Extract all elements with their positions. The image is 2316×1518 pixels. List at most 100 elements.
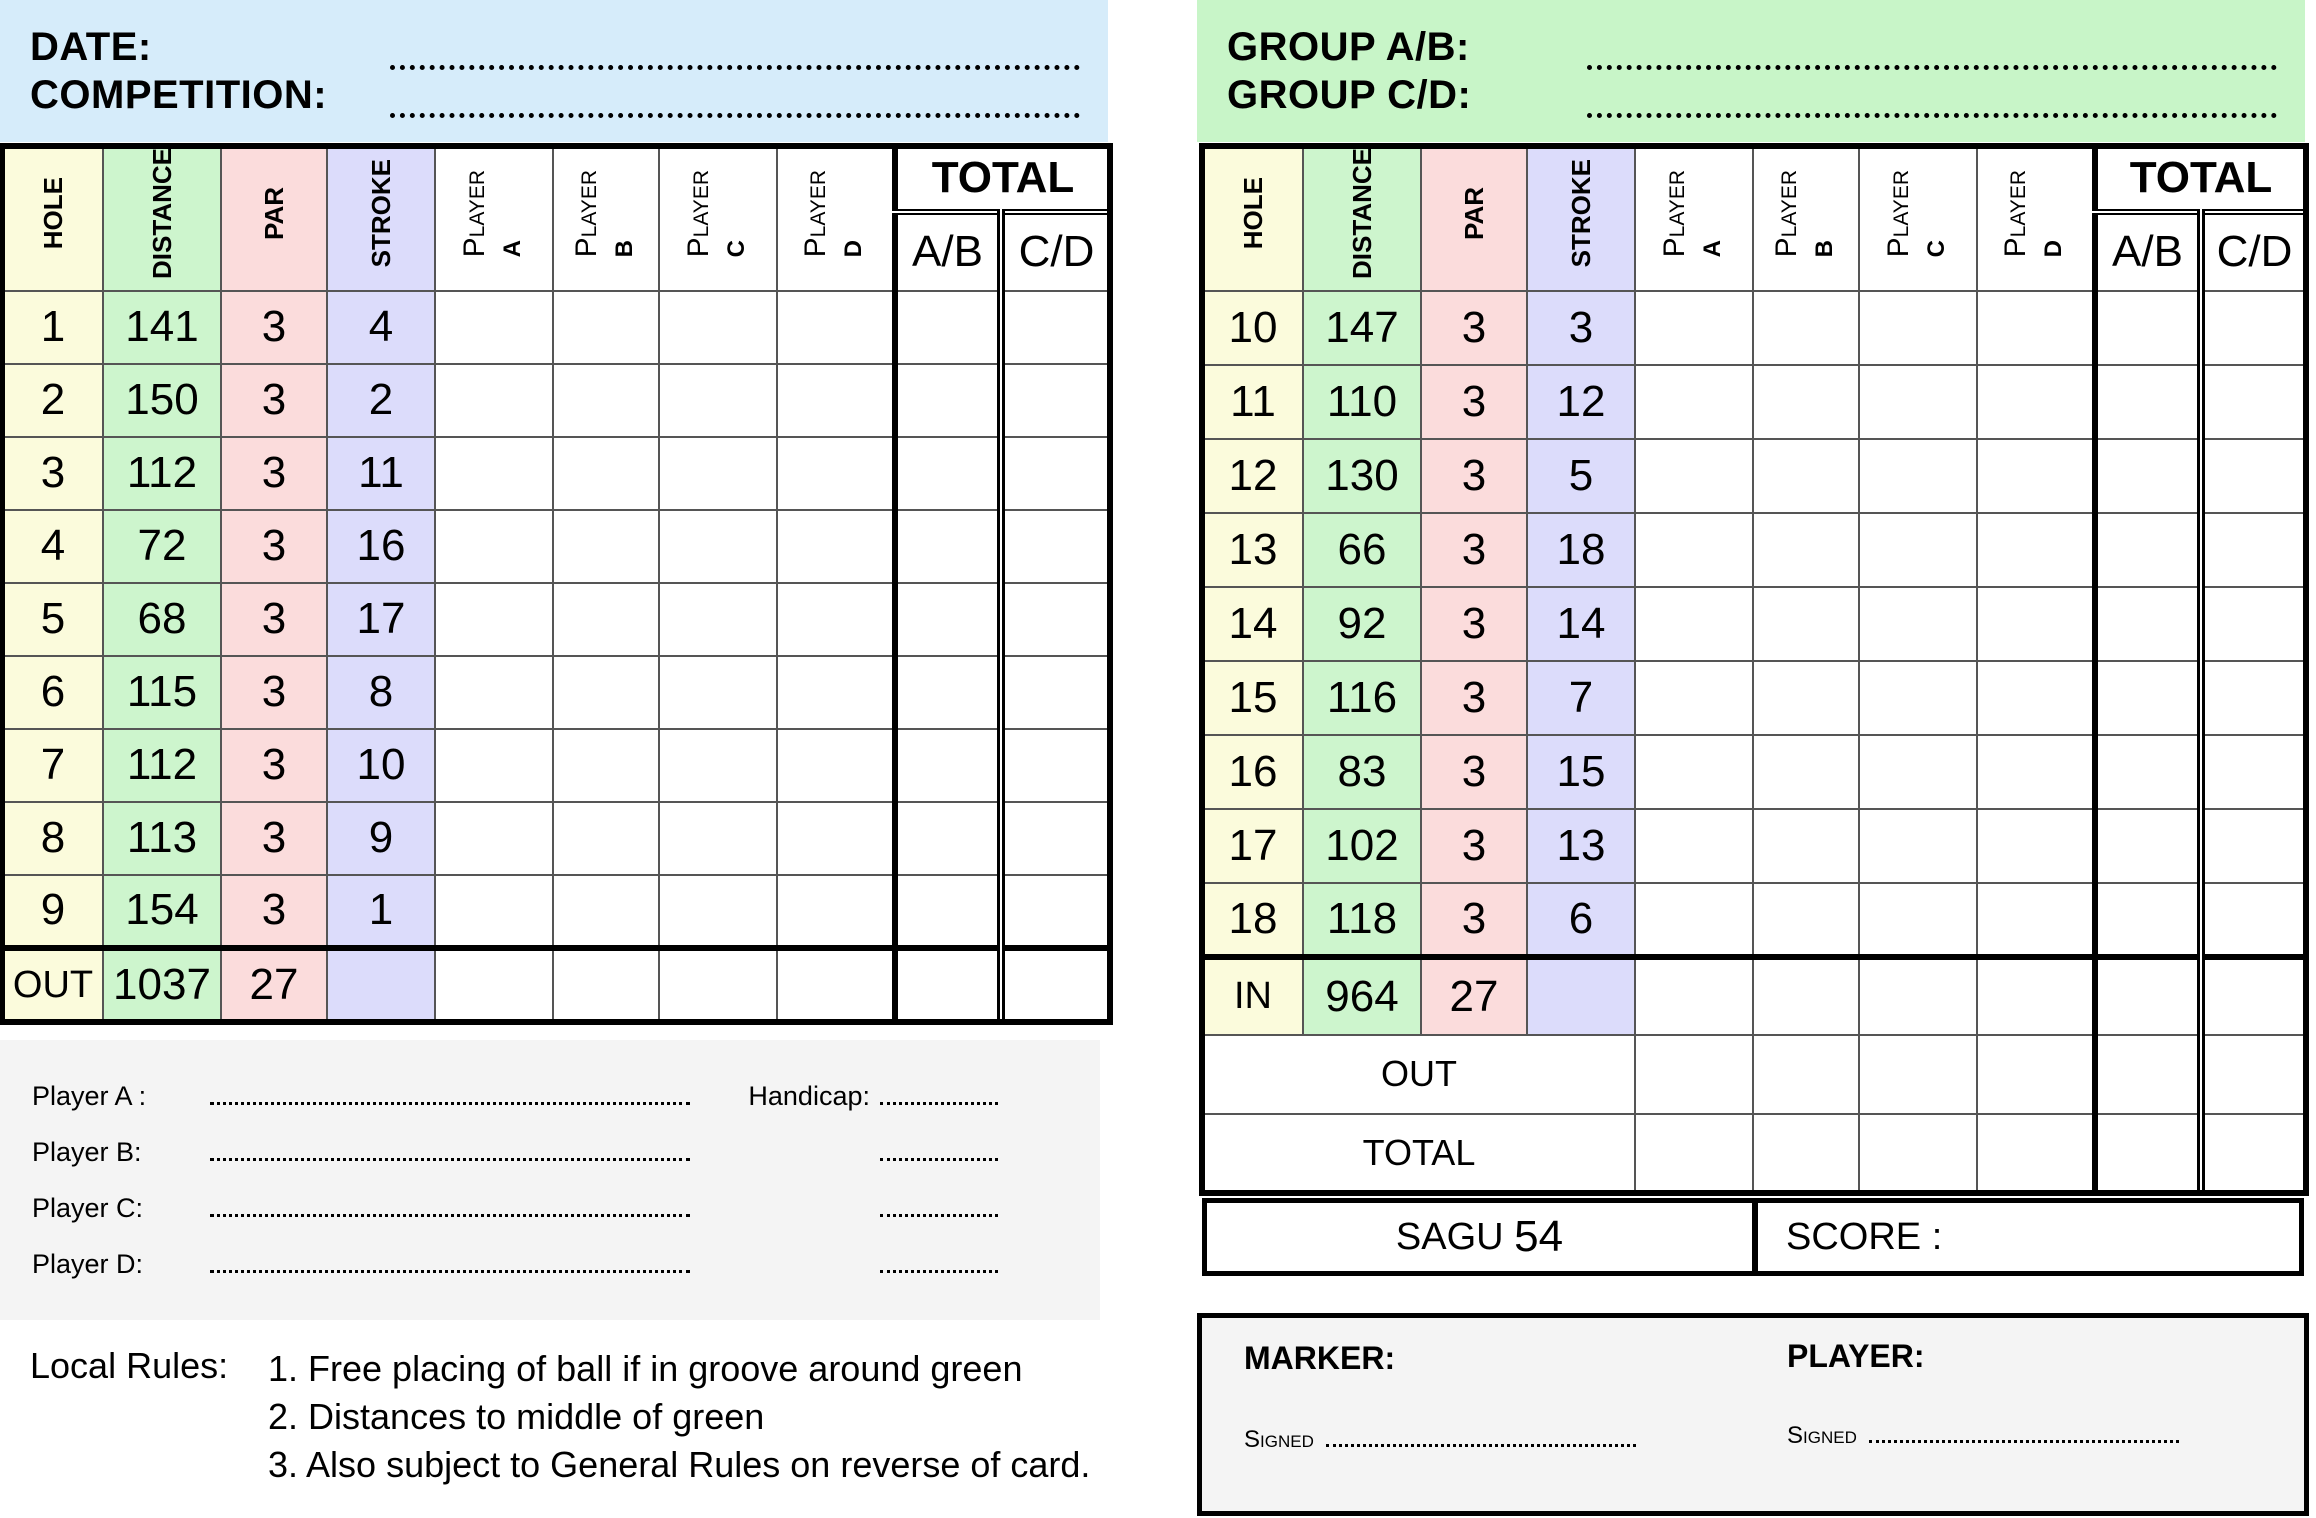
score-cell-player-b[interactable]: [1752, 881, 1860, 958]
score-cell-player-a[interactable]: [434, 800, 554, 876]
score-cell-player-a[interactable]: [434, 435, 554, 511]
score-cell-player-c[interactable]: [1858, 363, 1978, 440]
score-cell-player-c[interactable]: [658, 800, 778, 876]
score-cell-player-d[interactable]: [776, 944, 896, 1022]
player-name-field[interactable]: [210, 1248, 690, 1273]
score-cell-player-a[interactable]: [434, 654, 554, 730]
total-cd-cell[interactable]: [996, 289, 1111, 365]
score-cell-player-b[interactable]: [1752, 953, 1860, 1036]
total-ab-cell[interactable]: [892, 435, 1002, 511]
total-cd-cell[interactable]: [996, 727, 1111, 803]
score-cell-player-d[interactable]: [1976, 807, 2096, 884]
score-cell-player-a[interactable]: [1634, 511, 1754, 588]
total-ab-cell[interactable]: [892, 944, 1002, 1022]
score-cell-player-a[interactable]: [434, 873, 554, 949]
score-cell-player-d[interactable]: [1976, 733, 2096, 810]
total-cd-cell[interactable]: [2196, 585, 2307, 662]
score-cell-player-a[interactable]: [1634, 881, 1754, 958]
total-cd-cell[interactable]: [2196, 1033, 2307, 1115]
handicap-field[interactable]: [880, 1136, 998, 1161]
score-cell-player-a[interactable]: [434, 289, 554, 365]
date-field[interactable]: [390, 35, 1080, 70]
score-cell-player-a[interactable]: [1634, 289, 1754, 366]
score-cell-player-a[interactable]: [1634, 807, 1754, 884]
total-cd-cell[interactable]: [996, 944, 1111, 1022]
score-cell-player-b[interactable]: [1752, 1033, 1860, 1115]
score-cell-player-b[interactable]: [1752, 289, 1860, 366]
score-cell-player-b[interactable]: [552, 362, 660, 438]
total-ab-cell[interactable]: [2092, 807, 2202, 884]
score-cell-player-c[interactable]: [1858, 289, 1978, 366]
score-cell-player-a[interactable]: [1634, 1112, 1754, 1193]
total-ab-cell[interactable]: [2092, 659, 2202, 736]
score-cell-player-d[interactable]: [776, 800, 896, 876]
total-cd-cell[interactable]: [2196, 437, 2307, 514]
score-cell-player-c[interactable]: [1858, 511, 1978, 588]
score-cell-player-c[interactable]: [1858, 1033, 1978, 1115]
total-ab-cell[interactable]: [892, 581, 1002, 657]
score-cell-player-a[interactable]: [1634, 659, 1754, 736]
score-cell-player-b[interactable]: [552, 581, 660, 657]
player-name-field[interactable]: [210, 1136, 690, 1161]
total-ab-cell[interactable]: [892, 727, 1002, 803]
score-cell-player-d[interactable]: [1976, 511, 2096, 588]
total-ab-cell[interactable]: [2092, 289, 2202, 366]
score-cell-player-b[interactable]: [1752, 363, 1860, 440]
total-cd-cell[interactable]: [996, 800, 1111, 876]
total-cd-cell[interactable]: [2196, 807, 2307, 884]
total-cd-cell[interactable]: [2196, 363, 2307, 440]
marker-signature-field[interactable]: [1325, 1426, 1636, 1447]
score-cell-player-c[interactable]: [658, 581, 778, 657]
score-cell-player-a[interactable]: [434, 362, 554, 438]
score-cell-player-a[interactable]: [1634, 363, 1754, 440]
total-cd-cell[interactable]: [2196, 733, 2307, 810]
score-cell-player-d[interactable]: [776, 508, 896, 584]
score-cell-player-b[interactable]: [552, 289, 660, 365]
score-cell-player-b[interactable]: [552, 800, 660, 876]
total-cd-cell[interactable]: [996, 873, 1111, 949]
score-cell-player-d[interactable]: [1976, 585, 2096, 662]
marker-signature-line[interactable]: Signed: [1244, 1426, 1636, 1454]
score-cell-player-c[interactable]: [658, 289, 778, 365]
score-cell-player-b[interactable]: [1752, 511, 1860, 588]
total-ab-cell[interactable]: [2092, 437, 2202, 514]
score-cell-player-c[interactable]: [658, 873, 778, 949]
score-cell-player-c[interactable]: [1858, 659, 1978, 736]
score-cell-player-c[interactable]: [1858, 585, 1978, 662]
total-cd-cell[interactable]: [2196, 953, 2307, 1036]
score-cell-player-d[interactable]: [1976, 363, 2096, 440]
total-cd-cell[interactable]: [2196, 881, 2307, 958]
score-cell-player-c[interactable]: [658, 508, 778, 584]
total-ab-cell[interactable]: [892, 508, 1002, 584]
score-cell-player-b[interactable]: [552, 435, 660, 511]
score-cell-player-c[interactable]: [658, 435, 778, 511]
score-cell-player-b[interactable]: [1752, 1112, 1860, 1193]
total-ab-cell[interactable]: [892, 654, 1002, 730]
total-cd-cell[interactable]: [996, 362, 1111, 438]
total-ab-cell[interactable]: [2092, 733, 2202, 810]
player-name-field[interactable]: [210, 1192, 690, 1217]
score-cell-player-d[interactable]: [1976, 881, 2096, 958]
score-cell-player-b[interactable]: [1752, 437, 1860, 514]
score-cell-player-d[interactable]: [1976, 437, 2096, 514]
handicap-field[interactable]: [880, 1192, 998, 1217]
total-ab-cell[interactable]: [2092, 511, 2202, 588]
score-cell-player-d[interactable]: [776, 581, 896, 657]
total-ab-cell[interactable]: [2092, 953, 2202, 1036]
total-ab-cell[interactable]: [892, 289, 1002, 365]
score-cell-player-b[interactable]: [1752, 585, 1860, 662]
total-cd-cell[interactable]: [996, 508, 1111, 584]
total-cd-cell[interactable]: [2196, 511, 2307, 588]
score-cell-player-a[interactable]: [434, 727, 554, 803]
score-cell-player-c[interactable]: [658, 727, 778, 803]
score-cell-player-a[interactable]: [434, 944, 554, 1022]
total-ab-cell[interactable]: [2092, 363, 2202, 440]
total-ab-cell[interactable]: [2092, 881, 2202, 958]
score-cell-player-c[interactable]: [658, 362, 778, 438]
score-cell-player-d[interactable]: [1976, 1112, 2096, 1193]
total-ab-cell[interactable]: [892, 873, 1002, 949]
handicap-field[interactable]: [880, 1248, 998, 1273]
total-cd-cell[interactable]: [2196, 1112, 2307, 1193]
score-cell-player-c[interactable]: [1858, 807, 1978, 884]
total-ab-cell[interactable]: [892, 362, 1002, 438]
